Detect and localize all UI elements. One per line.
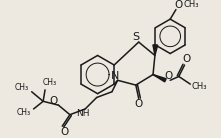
Text: O: O: [50, 96, 58, 106]
Polygon shape: [153, 45, 158, 55]
Text: S: S: [132, 32, 139, 42]
Text: O: O: [182, 54, 191, 64]
Text: N: N: [111, 71, 119, 80]
Text: CH₃: CH₃: [183, 0, 199, 9]
Polygon shape: [153, 75, 166, 82]
Text: O: O: [164, 71, 172, 81]
Text: NH: NH: [76, 109, 90, 118]
Text: O: O: [175, 0, 183, 10]
Text: O: O: [60, 127, 68, 137]
Text: CH₃: CH₃: [191, 83, 207, 91]
Text: CH₃: CH₃: [17, 108, 31, 117]
Text: CH₃: CH₃: [15, 83, 29, 92]
Text: O: O: [135, 99, 143, 109]
Text: CH₃: CH₃: [43, 78, 57, 87]
